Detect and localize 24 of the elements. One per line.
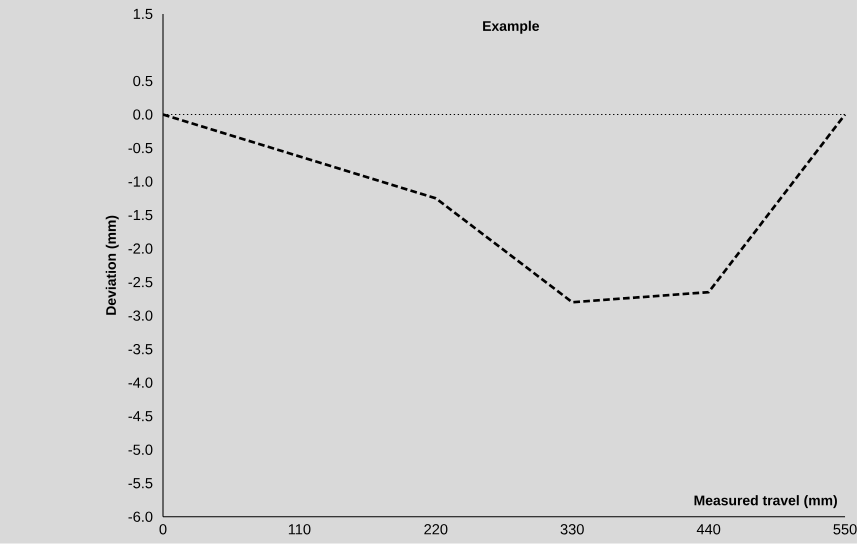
y-tick-label: 0.5 <box>133 76 152 86</box>
y-tick-label: -4.5 <box>128 411 152 422</box>
y-tick-label: -1.5 <box>128 210 152 220</box>
y-tick-label: -5.0 <box>128 444 152 456</box>
y-tick-label: -3.5 <box>128 344 152 354</box>
x-tick-label: 330 <box>560 524 584 535</box>
y-tick-label: -2.0 <box>128 244 152 254</box>
x-tick-label: 0 <box>160 524 166 535</box>
x-tick-label: 110 <box>288 524 310 535</box>
y-tick-label: -5.5 <box>128 478 152 489</box>
x-tick-label: 550 <box>833 524 857 535</box>
x-tick-label: 220 <box>424 524 448 535</box>
x-tick-label: 440 <box>696 524 720 535</box>
y-tick-label: 1.5 <box>134 9 152 20</box>
chart-title: Example <box>483 20 540 34</box>
y-tick-label: -4.0 <box>128 378 152 388</box>
y-tick-label: 0.0 <box>133 110 152 120</box>
y-axis-title: Deviation (mm) <box>106 216 119 315</box>
y-tick-label: -3.0 <box>128 310 152 321</box>
y-tick-label: -1.0 <box>128 176 152 187</box>
y-tick-label: -2.5 <box>128 277 152 288</box>
y-tick-label: -6.0 <box>128 512 152 522</box>
x-axis-title: Measured travel (mm) <box>694 495 837 508</box>
y-tick-label: -0.5 <box>128 143 152 154</box>
